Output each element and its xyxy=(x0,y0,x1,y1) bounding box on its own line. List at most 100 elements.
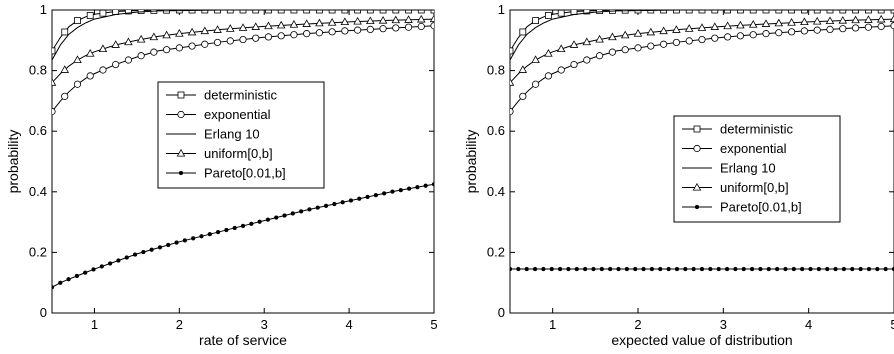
marker-square xyxy=(510,47,514,55)
marker-dot xyxy=(541,266,546,272)
marker-circle xyxy=(303,30,311,38)
y-tick-label: 0 xyxy=(40,305,47,320)
marker-triangle xyxy=(73,55,82,63)
series-line xyxy=(52,10,434,61)
marker-triangle xyxy=(692,182,702,191)
marker-triangle xyxy=(315,18,324,27)
marker-circle xyxy=(328,28,336,36)
marker-triangle xyxy=(276,20,286,29)
marker-triangle xyxy=(264,21,273,30)
marker-triangle xyxy=(136,34,146,43)
marker-square xyxy=(201,10,209,14)
marker-dot xyxy=(265,217,271,222)
marker-dot xyxy=(232,225,237,231)
marker-dot xyxy=(332,201,337,207)
marker-circle xyxy=(813,26,821,34)
marker-triangle xyxy=(889,14,894,23)
marker-square xyxy=(737,10,744,14)
marker-dot xyxy=(694,204,700,210)
marker-dot xyxy=(691,266,696,272)
marker-dot xyxy=(415,185,420,190)
marker-triangle xyxy=(289,20,299,28)
marker-triangle xyxy=(595,34,604,43)
y-tick-label: 0.4 xyxy=(29,184,47,199)
marker-triangle xyxy=(340,17,350,26)
marker-dot xyxy=(83,270,88,275)
marker-square xyxy=(61,28,69,36)
marker-dot xyxy=(510,266,513,272)
marker-circle xyxy=(150,48,158,56)
marker-triangle xyxy=(52,78,57,86)
marker-circle xyxy=(595,52,604,60)
legend-label: Erlang 10 xyxy=(720,161,776,176)
marker-square xyxy=(315,10,323,14)
marker-square xyxy=(74,17,81,25)
marker-square xyxy=(150,10,158,14)
marker-square xyxy=(570,10,578,15)
marker-square xyxy=(685,10,693,14)
marker-dot xyxy=(866,266,872,272)
marker-circle xyxy=(877,22,885,31)
marker-triangle xyxy=(429,14,434,23)
marker-circle xyxy=(315,29,323,37)
y-tick-label: 0.8 xyxy=(487,63,505,78)
marker-square xyxy=(277,10,285,14)
marker-dot xyxy=(423,183,428,188)
marker-circle xyxy=(366,25,374,33)
marker-dot xyxy=(52,285,55,290)
marker-circle xyxy=(137,52,145,60)
marker-square xyxy=(557,10,565,17)
marker-circle xyxy=(404,23,413,31)
marker-dot xyxy=(624,266,630,272)
marker-dot xyxy=(290,211,295,216)
marker-dot xyxy=(724,266,730,272)
series-erlang-10 xyxy=(52,10,434,61)
marker-circle xyxy=(544,72,553,80)
marker-square xyxy=(801,10,808,14)
marker-circle xyxy=(775,29,783,37)
marker-triangle xyxy=(646,27,656,36)
marker-square xyxy=(430,10,434,14)
marker-circle xyxy=(749,31,757,39)
marker-circle xyxy=(519,92,527,100)
marker-dot xyxy=(774,266,780,272)
marker-triangle xyxy=(85,49,95,57)
x-tick-label: 1 xyxy=(549,317,556,332)
marker-triangle xyxy=(582,37,592,46)
series-exponential xyxy=(52,22,434,116)
marker-triangle xyxy=(176,148,186,157)
marker-square xyxy=(693,125,701,133)
series-line xyxy=(52,10,434,52)
marker-triangle xyxy=(238,23,248,31)
marker-dot xyxy=(149,247,154,252)
marker-dot xyxy=(633,266,638,272)
marker-circle xyxy=(112,60,120,69)
marker-square xyxy=(177,91,185,99)
marker-circle xyxy=(188,42,196,50)
marker-square xyxy=(711,10,719,14)
y-tick-label: 0.8 xyxy=(29,63,47,78)
marker-square xyxy=(239,10,247,14)
series-deterministic xyxy=(510,10,894,55)
marker-triangle xyxy=(608,32,617,41)
marker-square xyxy=(226,10,234,14)
marker-dot xyxy=(549,266,554,272)
marker-dot xyxy=(431,182,434,187)
marker-circle xyxy=(711,34,719,42)
series-line xyxy=(52,18,434,84)
marker-triangle xyxy=(544,49,553,57)
marker-circle xyxy=(698,35,706,44)
marker-triangle xyxy=(825,16,835,25)
marker-square xyxy=(762,10,770,14)
y-axis-label: probability xyxy=(5,130,21,194)
marker-circle xyxy=(124,56,132,64)
marker-circle xyxy=(800,27,809,35)
marker-circle xyxy=(264,33,273,41)
marker-circle xyxy=(583,56,591,64)
marker-dot xyxy=(582,266,588,272)
legend-label: exponential xyxy=(204,107,271,122)
marker-dot xyxy=(74,273,80,279)
marker-dot xyxy=(182,238,188,243)
marker-dot xyxy=(348,198,354,203)
